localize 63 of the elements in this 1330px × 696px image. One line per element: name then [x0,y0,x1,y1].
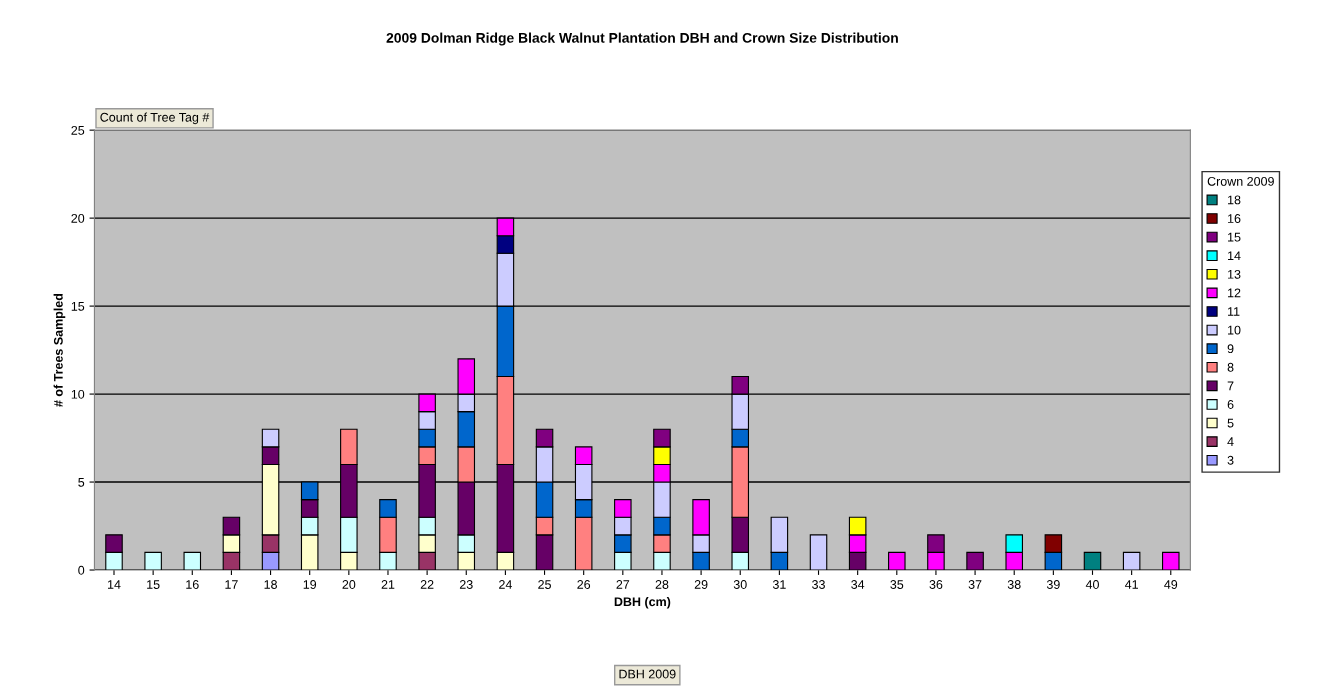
x-tick-label: 14 [108,580,121,589]
bar [144,551,162,571]
x-tick-label: 18 [264,580,277,589]
legend-label: 3 [1227,455,1234,465]
text: DBH 2009 [619,669,676,679]
y-tick-label: 20 [71,213,85,223]
legend-label: 18 [1228,195,1241,205]
x-tick-label: 20 [342,580,356,589]
legend-label: 4 [1227,437,1234,446]
x-tick-label: 17 [225,580,238,589]
legend-label: 6 [1227,400,1234,409]
x-axis-title: DBH (cm) [614,596,671,609]
y-tick-label: 25 [71,125,85,135]
x-tick-label: 41 [1124,580,1138,589]
bar [888,551,906,571]
legend-label: 14 [1228,251,1241,261]
x-tick-label: 34 [851,580,865,589]
x-tick-label: 15 [147,580,160,589]
x-tick-label: 24 [499,580,512,589]
legend-label: 15 [1228,232,1241,242]
bar [809,534,828,571]
legend-label: 5 [1227,418,1234,428]
y-tick-label: 10 [71,389,85,399]
bar [1083,551,1102,571]
x-tick-label: 21 [381,580,395,589]
x-tick-label: 35 [890,580,904,589]
legend-label: 11 [1228,307,1240,316]
x-tick-label: 39 [1046,580,1060,589]
legend-label: 10 [1228,325,1241,335]
x-tick-label: 31 [772,580,786,589]
x-tick-label: 23 [459,580,473,589]
x-tick-label: 30 [733,580,747,589]
bar [1122,551,1141,571]
y-tick-label: 0 [78,565,85,575]
x-tick-label: 26 [577,580,591,589]
legend-label: 12 [1228,288,1241,298]
chart-title: 2009 Dolman Ridge Black Walnut Plantation DBH and Crown Size Distribution [386,32,898,46]
x-tick-label: 37 [968,580,982,589]
legend-label: 16 [1228,214,1241,223]
legend-title: Crown 2009 [1207,176,1274,186]
text: Count of Tree Tag # [100,112,210,125]
x-tick-label: 27 [616,580,630,589]
x-tick-label: 28 [655,580,669,589]
x-tick-label: 16 [186,580,199,589]
x-tick-label: 36 [929,580,943,589]
x-tick-label: 38 [1007,580,1021,589]
x-tick-label: 19 [303,580,317,589]
y-tick-label: 15 [71,302,85,311]
x-tick-label: 22 [420,580,434,589]
legend-label: 8 [1227,362,1234,372]
bar [1162,551,1180,571]
x-tick-label: 29 [694,580,708,589]
x-tick-label: 25 [538,580,551,589]
legend-label: 7 [1227,381,1234,391]
y-axis-title: # of Trees Sampled [53,293,66,407]
legend-label: 13 [1228,269,1241,279]
x-tick-label: 33 [812,580,825,589]
x-tick-label: 40 [1085,580,1099,589]
bar [183,551,202,571]
legend-label: 9 [1227,344,1234,354]
y-tick-label: 5 [78,477,85,487]
bar [966,551,984,571]
x-tick-label: 49 [1164,580,1178,589]
